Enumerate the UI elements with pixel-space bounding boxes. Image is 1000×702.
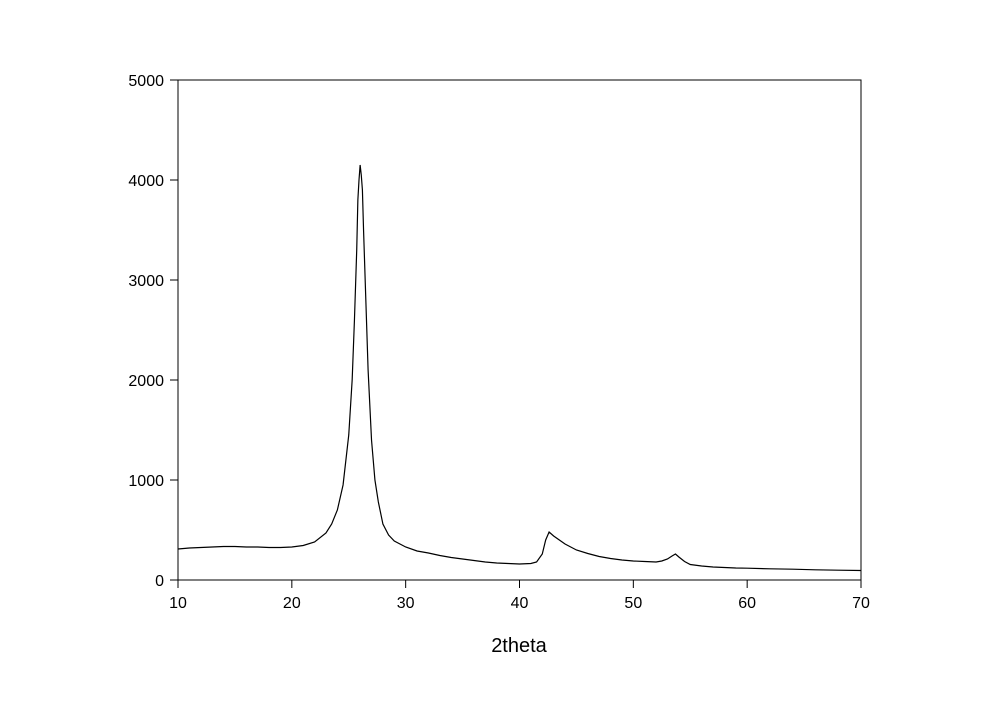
x-tick-label: 30: [397, 595, 415, 612]
x-tick-label: 50: [624, 595, 642, 612]
y-tick-label: 5000: [128, 73, 164, 90]
plot-frame: [177, 79, 862, 581]
x-tick-label: 10: [169, 595, 187, 612]
x-tick-label: 20: [283, 595, 301, 612]
y-tick-label: 4000: [128, 173, 164, 190]
y-tick-label: 2000: [128, 373, 164, 390]
x-tick-label: 60: [738, 595, 756, 612]
y-tick-label: 3000: [128, 273, 164, 290]
x-tick-label: 40: [511, 595, 529, 612]
x-axis-label: 2theta: [491, 635, 547, 657]
x-tick-label: 70: [852, 595, 870, 612]
data-line: [177, 164, 862, 572]
y-tick-label: 0: [155, 573, 164, 590]
y-tick-label: 1000: [128, 473, 164, 490]
